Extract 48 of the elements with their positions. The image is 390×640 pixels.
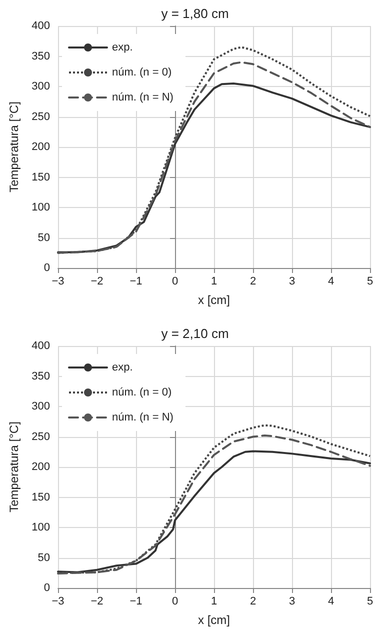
y-tick-label: 350 — [32, 370, 50, 382]
y-tick-label: 400 — [32, 20, 50, 32]
y-tick-label: 0 — [44, 262, 50, 274]
x-tick-label: 5 — [366, 276, 374, 288]
chart-title: y = 2,10 cm — [161, 326, 229, 341]
y-tick-label: 100 — [32, 522, 50, 534]
x-tick-label: 2 — [250, 596, 256, 608]
legend-label: núm. (n = N) — [112, 412, 174, 424]
x-tick-label: 3 — [288, 596, 296, 608]
legend-label: exp. — [112, 42, 133, 54]
y-tick-label: 300 — [32, 80, 50, 92]
y-tick-label: 200 — [32, 461, 50, 473]
y-tick-label: 350 — [32, 50, 50, 62]
x-tick-label: 0 — [172, 596, 178, 608]
x-tick-label: 4 — [328, 276, 334, 288]
x-tick-label: 3 — [288, 276, 296, 288]
y-tick-label: 150 — [32, 171, 50, 184]
x-tick-label: −3 — [52, 276, 64, 288]
legend-label: núm. (n = 0) — [112, 66, 172, 78]
legend-label: exp. — [112, 362, 133, 374]
y-tick-label: 200 — [32, 141, 50, 153]
x-tick-label: −2 — [90, 596, 104, 608]
legend-label: núm. (n = 0) — [112, 386, 172, 398]
x-tick-label: 2 — [250, 276, 256, 288]
chart-title: y = 1,80 cm — [161, 6, 229, 21]
x-tick-label: −2 — [90, 276, 104, 288]
x-axis-title: x [cm] — [198, 613, 230, 627]
x-tick-label: −1 — [130, 276, 142, 288]
x-tick-label: 4 — [328, 596, 334, 608]
y-tick-label: 400 — [32, 340, 50, 352]
x-tick-label: −1 — [130, 596, 142, 608]
y-tick-label: 150 — [32, 491, 50, 504]
y-tick-label: 250 — [32, 430, 50, 443]
x-tick-label: 5 — [366, 596, 374, 608]
y-tick-label: 250 — [32, 110, 50, 123]
y-tick-label: 100 — [32, 202, 50, 214]
y-tick-label: 50 — [38, 232, 50, 244]
x-axis-title: x [cm] — [198, 293, 230, 307]
x-tick-label: 0 — [172, 276, 178, 288]
x-tick-label: 1 — [210, 276, 218, 288]
legend-label: núm. (n = N) — [112, 92, 174, 104]
x-tick-label: −3 — [52, 596, 64, 608]
y-axis-title: Temperatura [°C] — [7, 102, 21, 192]
y-tick-label: 50 — [38, 552, 50, 564]
y-tick-label: 300 — [32, 400, 50, 412]
y-tick-label: 0 — [44, 582, 50, 594]
y-axis-title: Temperatura [°C] — [7, 422, 21, 512]
x-tick-label: 1 — [210, 596, 218, 608]
